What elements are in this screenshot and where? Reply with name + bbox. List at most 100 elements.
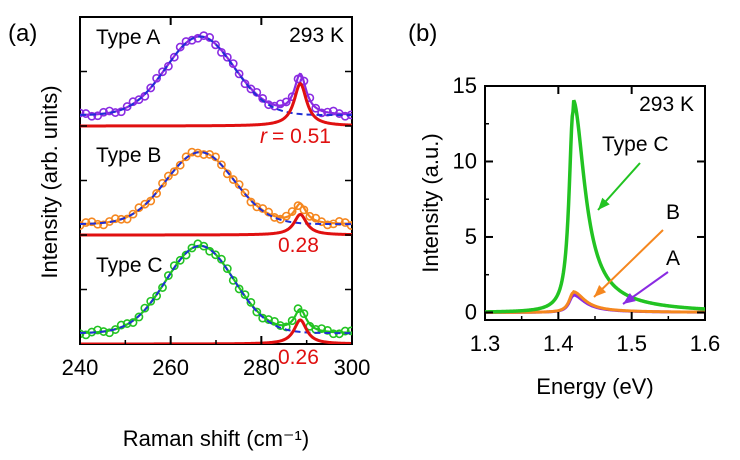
type-a-data-point (281, 97, 291, 107)
panel-b-plot-area (485, 99, 705, 314)
type-b-data-point (246, 197, 256, 207)
type-a-data-point (80, 108, 85, 118)
type-c-data-point (211, 250, 220, 260)
panel-a-axes: 240 260 280 300 (62, 17, 371, 380)
type-a-sharp-component (80, 81, 352, 128)
panel-b-ytick-label: 15 (453, 73, 477, 98)
type-c-data-point (134, 312, 144, 322)
type-b-data-point (110, 214, 120, 224)
panel-a-xtick-label: 280 (243, 355, 280, 380)
type-a-data-point (122, 102, 132, 111)
type-b-sharp-component (80, 212, 352, 237)
arrow-type-a-head (623, 292, 636, 304)
panel-a-xtick-label: 300 (334, 355, 371, 380)
panel-b-label: (b) (408, 20, 437, 47)
panel-a-xlabel: Raman shift (cm⁻¹) (123, 426, 309, 451)
panel-b-xtick-label: 1.3 (470, 331, 501, 356)
type-a-data-point (146, 83, 156, 93)
type-c-data-point (187, 243, 197, 253)
type-c-spectrum-line (485, 99, 705, 314)
arrow-type-b-shaft (593, 229, 664, 298)
type-b-data-point (287, 207, 297, 216)
type-a-data-point (87, 111, 97, 121)
type-c-data-point (222, 264, 232, 273)
panel-b-ytick-label: 0 (465, 299, 477, 324)
type-c-data-point (264, 315, 273, 324)
type-b-data-point (252, 202, 262, 212)
type-a-data-point (158, 67, 167, 77)
type-c-data-point (152, 291, 162, 301)
type-c-data-point (146, 296, 156, 306)
type-b-data-point (228, 175, 238, 184)
type-b-data-point (128, 209, 138, 219)
type-c-data-point (240, 290, 250, 300)
panel-b: (b) 1.3 1.4 1.5 1.6 0 5 10 15 293 K Energy (eV)… (408, 20, 720, 399)
label-type-b: Type B (96, 144, 161, 167)
type-b-data-point (305, 211, 315, 221)
panel-a-temperature: 293 K (289, 24, 344, 47)
type-a-broad-component (80, 35, 352, 117)
type-b-data-point (240, 188, 250, 198)
type-b-data-point (175, 160, 185, 170)
type-a-data-point (175, 42, 185, 52)
type-b-data-point (346, 221, 352, 230)
panel-a: (a) 240 260 280 300 293 K Raman shift (cm⁻¹… (8, 16, 371, 451)
ratio-symbol: r (260, 125, 268, 148)
label-series-b: B (666, 201, 680, 224)
type-a-data-point (340, 111, 350, 121)
type-c-data-point (246, 297, 256, 307)
type-b-data-point (181, 152, 191, 162)
label-type-c: Type C (96, 254, 163, 277)
type-a-data-point (222, 52, 232, 62)
panel-a-label: (a) (8, 20, 37, 47)
panel-a-xtick-label: 260 (152, 355, 189, 380)
type-c-data-point (163, 271, 173, 280)
panel-b-xlabel: Energy (eV) (536, 374, 653, 399)
type-b-data-point (146, 196, 156, 206)
ratio-label-c: 0.26 (278, 346, 319, 369)
type-a-data-point (234, 69, 244, 79)
type-c-data-point (287, 316, 297, 326)
panel-b-temperature: 293 K (639, 93, 694, 116)
type-c-fit-curve (80, 244, 352, 335)
type-c-data-point (140, 303, 150, 313)
type-c-data-point (234, 284, 244, 294)
arrow-type-b-head (594, 285, 607, 297)
panel-a-ylabel: Intensity (arb. units) (37, 85, 62, 278)
type-a-data-point (258, 94, 268, 103)
type-a-data-point (169, 52, 179, 62)
panel-b-xtick-label: 1.5 (616, 331, 647, 356)
type-a-data-point (211, 40, 220, 50)
label-series-c: Type C (602, 133, 669, 156)
type-b-data-point (217, 160, 226, 170)
type-a-fit-curve (80, 35, 352, 116)
panel-b-ytick-label: 5 (465, 224, 477, 249)
type-c-data-point (340, 326, 350, 336)
type-c-data-point (122, 319, 132, 328)
type-c-data-point (346, 326, 352, 336)
panel-b-ylabel: Intensity (a.u.) (418, 133, 443, 272)
type-a-data-point (181, 37, 191, 46)
type-c-data-point (93, 325, 103, 335)
type-c-data-point (299, 309, 309, 319)
type-c-data-point (175, 255, 185, 265)
type-b-data-point (152, 189, 162, 198)
type-b-data-point (163, 171, 173, 181)
label-type-a: Type A (96, 26, 160, 49)
panel-b-xtick-label: 1.6 (690, 331, 721, 356)
ratio-value-a: = 0.51 (272, 125, 331, 148)
panel-b-axes: 1.3 1.4 1.5 1.6 0 5 10 15 (453, 73, 721, 356)
panel-a-plot-area (80, 31, 352, 344)
ratio-label-a: r = 0.51 (260, 125, 331, 148)
panel-a-frame (79, 16, 353, 345)
type-b-data-point (169, 167, 179, 177)
panel-a-xtick-label: 240 (62, 355, 99, 380)
type-a-data-point (311, 103, 321, 113)
type-b-data-point (158, 178, 167, 188)
type-b-data-point (81, 218, 91, 227)
ratio-label-b: 0.28 (278, 234, 319, 257)
label-series-a: A (666, 247, 680, 270)
panel-b-xtick-label: 1.4 (543, 331, 574, 356)
type-c-data-point (252, 307, 262, 317)
